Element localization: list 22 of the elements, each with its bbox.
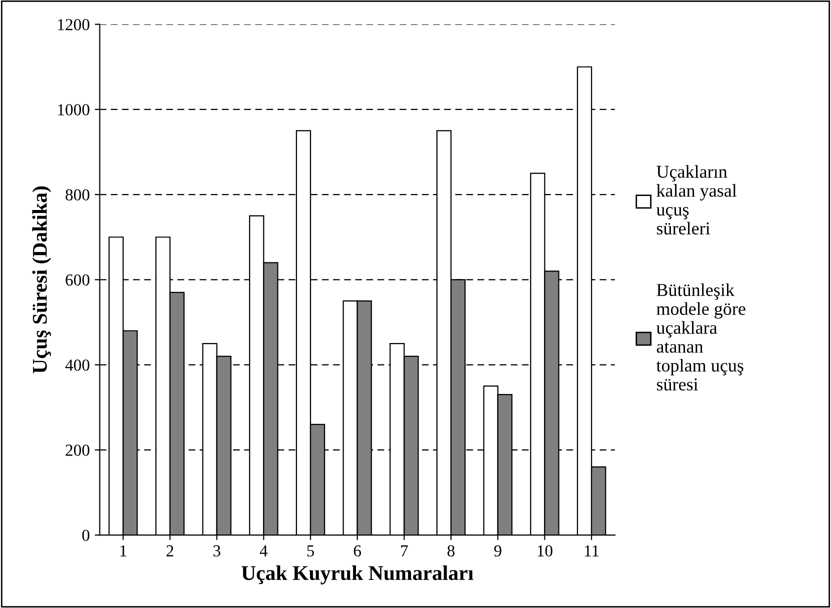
- y-tick-label: 0: [82, 530, 90, 541]
- y-tick-label: 400: [65, 360, 90, 371]
- x-axis-title: Uçak Kuyruk Numaraları: [242, 565, 474, 584]
- x-tick-label: 9: [494, 545, 502, 556]
- x-tick-label: 7: [401, 545, 408, 556]
- y-axis-title: Uçuş Süresi (Dakika): [32, 186, 52, 374]
- x-tick-label: 4: [260, 545, 268, 556]
- x-tick-label: 2: [166, 545, 174, 556]
- x-tick-label: 6: [354, 545, 361, 556]
- y-tick-label: 1000: [58, 104, 90, 116]
- legend-label: Uçakların kalan yasal uçuş süreleri: [656, 165, 737, 235]
- x-tick-label: 1: [120, 545, 126, 556]
- x-tick-label: 5: [307, 545, 314, 556]
- x-tick-label: 3: [213, 545, 220, 556]
- x-tick-label: 8: [447, 545, 455, 556]
- legend-label: Bütünleşik modele göre uçaklara atanan toplam uçuş süresi: [656, 283, 746, 391]
- y-tick-label: 200: [66, 444, 90, 456]
- x-tick-label: 11: [584, 545, 599, 556]
- y-tick-label: 800: [66, 189, 90, 201]
- y-tick-label: 600: [66, 274, 90, 286]
- x-tick-label: 10: [538, 545, 552, 556]
- y-tick-label: 1200: [58, 19, 90, 30]
